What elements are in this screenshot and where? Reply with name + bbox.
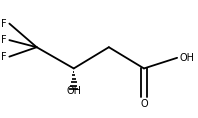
Text: F: F xyxy=(1,52,7,62)
Text: F: F xyxy=(1,35,7,45)
Text: O: O xyxy=(140,99,148,109)
Text: OH: OH xyxy=(179,53,194,63)
Text: F: F xyxy=(1,19,7,29)
Text: OH: OH xyxy=(66,86,81,96)
